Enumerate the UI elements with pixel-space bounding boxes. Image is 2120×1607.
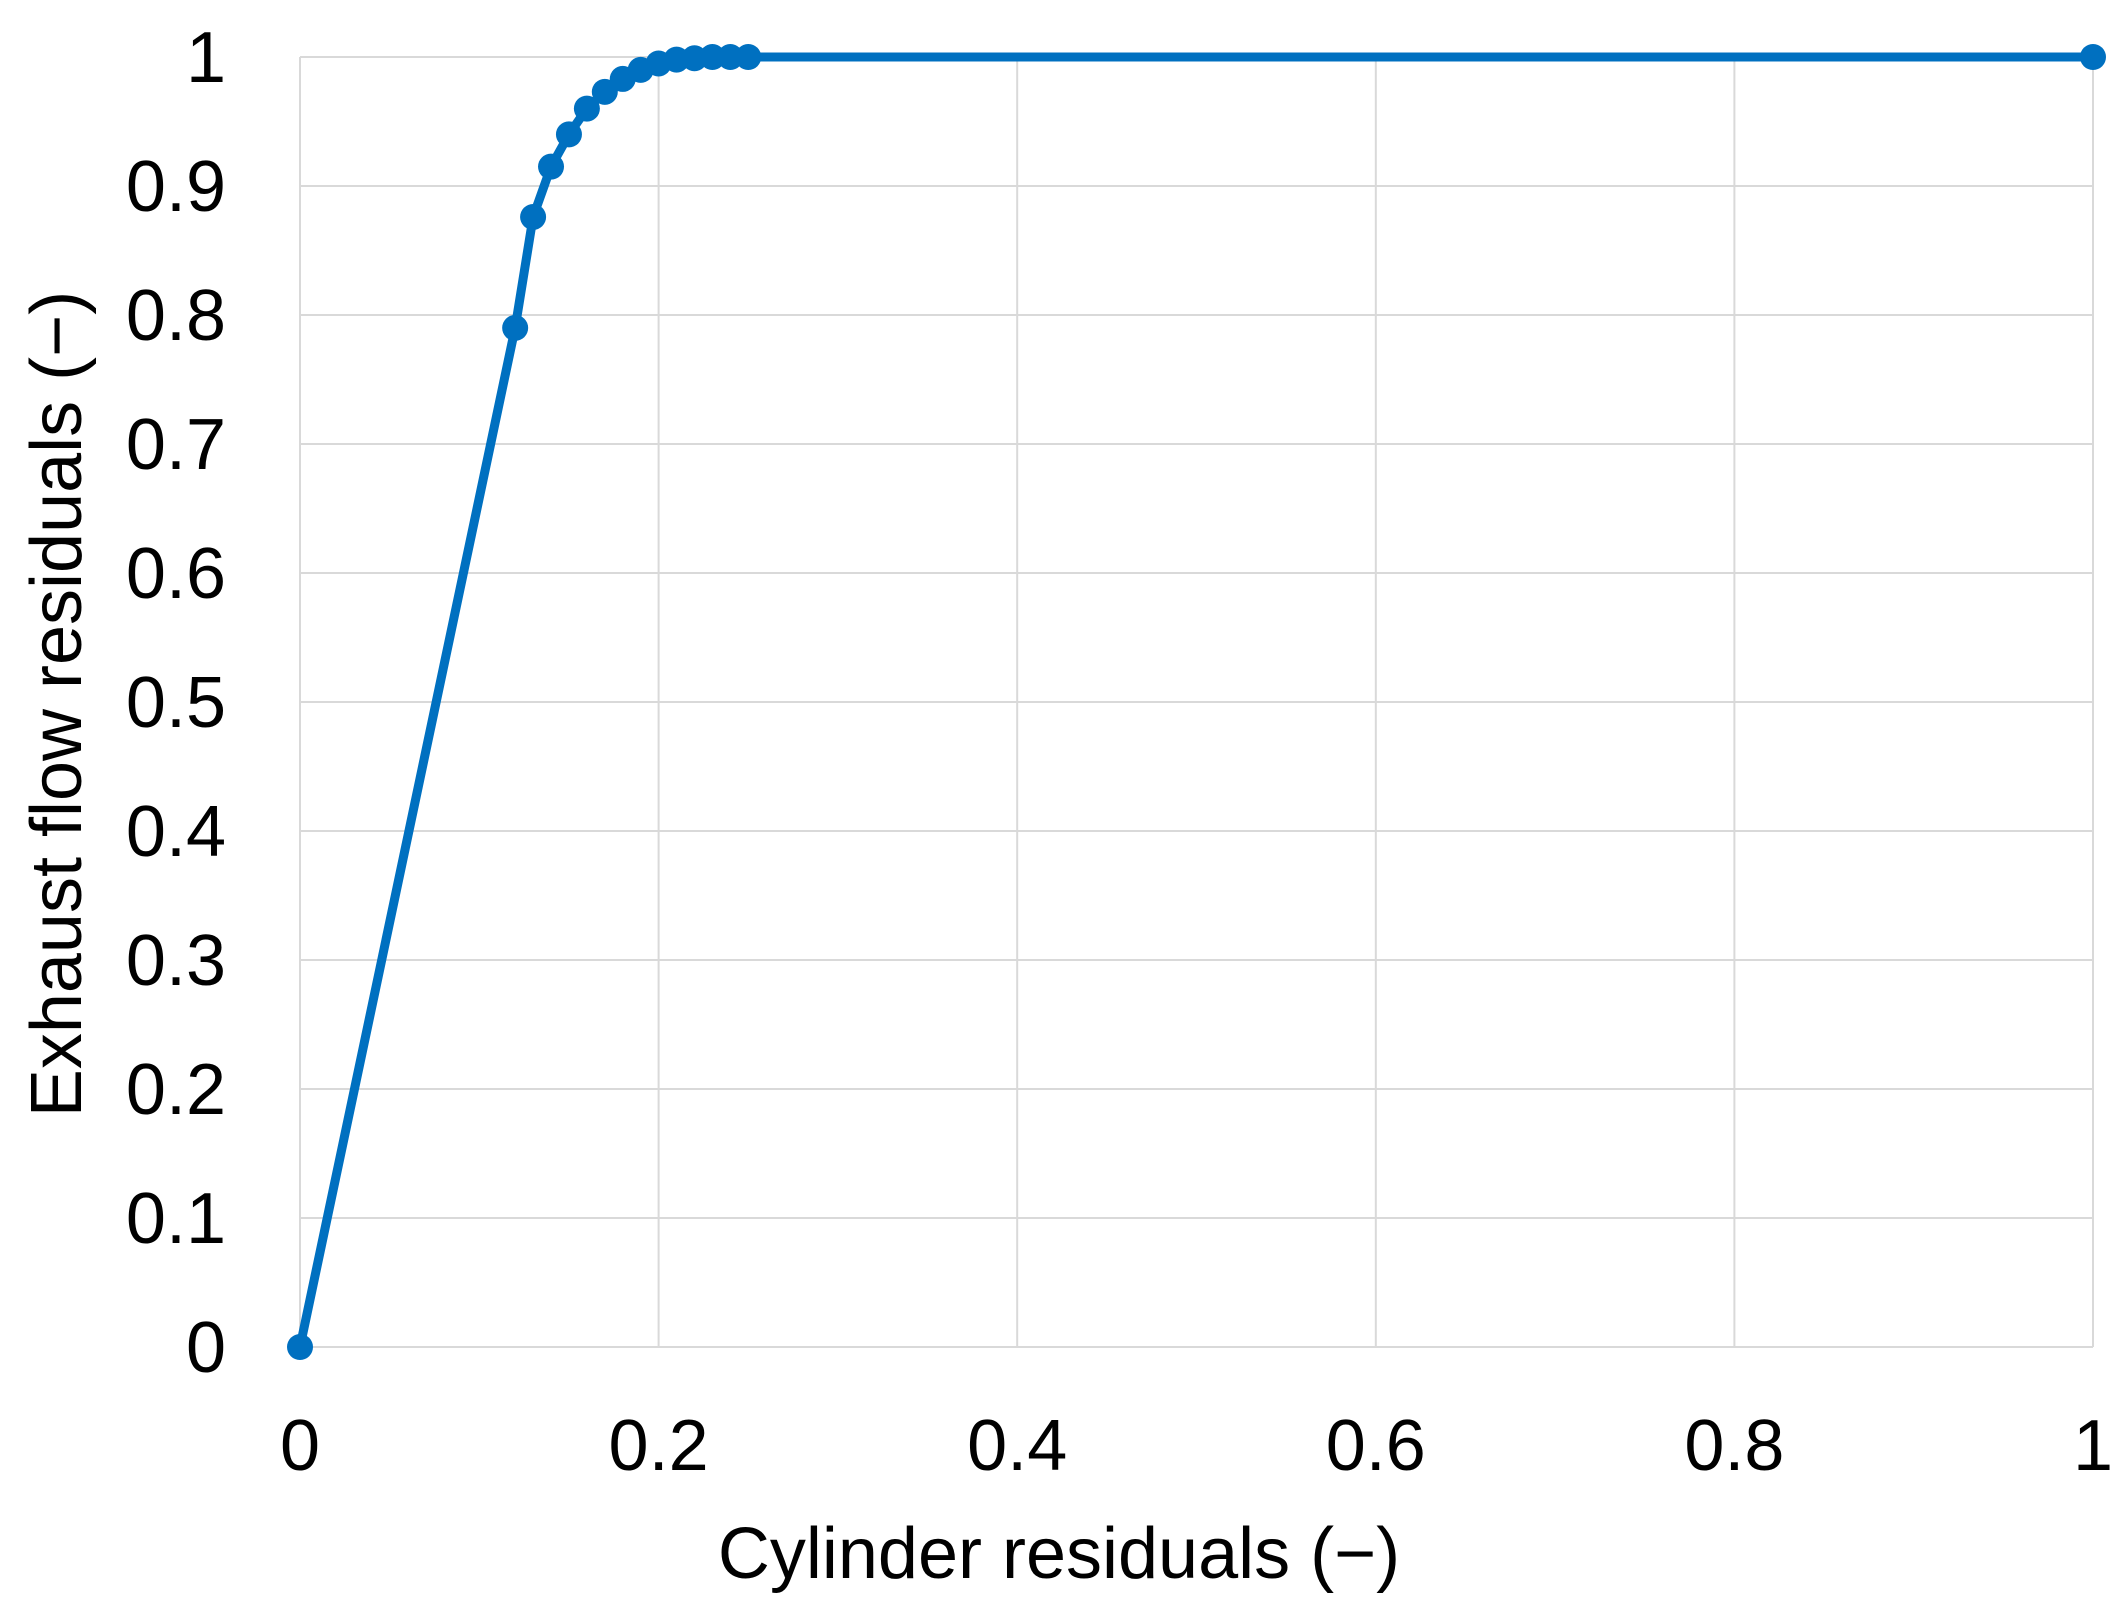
x-tick-label: 0.6	[1326, 1406, 1426, 1486]
data-point	[591, 78, 618, 105]
y-tick-label: 0.8	[126, 276, 226, 356]
tick-labels: 0 0.1 0.2 0.3 0.4 0.5 0.6 0.7 0.8 0.9 1 0 0.2 0.4 0.6 0…	[126, 18, 2113, 1486]
y-axis-title: Exhaust flow residuals (−)	[17, 291, 97, 1117]
grid-lines	[299, 56, 2094, 1348]
y-tick-label: 0.2	[126, 1050, 226, 1130]
data-point	[555, 121, 582, 148]
data-point	[287, 1334, 313, 1360]
data-point	[717, 44, 744, 70]
series-layer	[287, 44, 2106, 1360]
x-tick-label: 0.8	[1684, 1406, 1784, 1486]
y-tick-label: 0.6	[126, 534, 226, 614]
data-point	[573, 95, 600, 122]
y-tick-label: 0.9	[126, 147, 226, 227]
x-tick-label: 0.2	[609, 1406, 709, 1486]
y-tick-label: 0.7	[126, 405, 226, 485]
data-point	[699, 44, 726, 70]
x-tick-label: 0	[280, 1406, 320, 1486]
x-tick-label: 1	[2073, 1406, 2113, 1486]
data-point	[520, 203, 547, 230]
y-tick-label: 0.4	[126, 792, 226, 872]
x-axis-title: Cylinder residuals (−)	[718, 1514, 1400, 1594]
data-point	[735, 44, 762, 70]
data-point	[538, 153, 565, 180]
y-tick-label: 0.5	[126, 663, 226, 743]
y-tick-label: 0.1	[126, 1179, 226, 1259]
y-tick-label: 1	[186, 18, 226, 98]
x-tick-label: 0.4	[967, 1406, 1067, 1486]
y-tick-label: 0.3	[126, 921, 226, 1001]
data-point	[502, 314, 529, 341]
data-point	[2080, 44, 2106, 70]
y-tick-label: 0	[186, 1308, 226, 1388]
